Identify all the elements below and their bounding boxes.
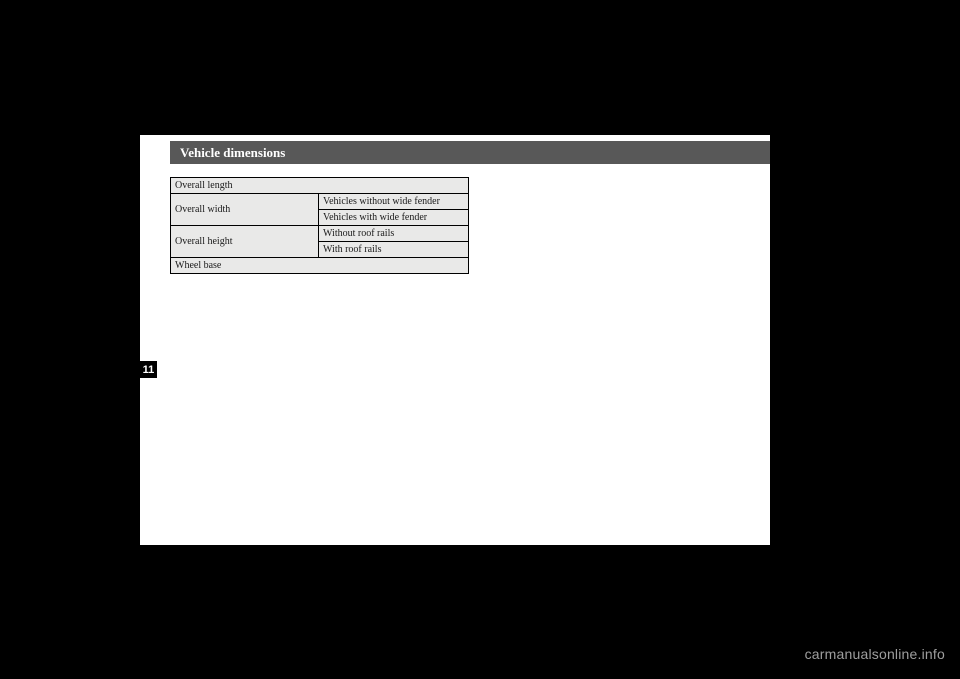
spec-label: Overall width <box>171 194 319 226</box>
watermark-text: carmanualsonline.info <box>805 646 945 662</box>
section-title-bar: Vehicle dimensions <box>170 141 770 164</box>
spec-label: Overall height <box>171 226 319 258</box>
table-row: Overall width Vehicles without wide fend… <box>171 194 469 210</box>
chapter-number: 11 <box>143 364 155 376</box>
spec-sublabel: Vehicles without wide fender <box>319 194 469 210</box>
spec-sublabel: With roof rails <box>319 242 469 258</box>
table-row: Overall length <box>171 178 469 194</box>
spec-sublabel: Without roof rails <box>319 226 469 242</box>
table-row: Wheel base <box>171 258 469 274</box>
spec-sublabel: Vehicles with wide fender <box>319 210 469 226</box>
spec-label: Wheel base <box>171 258 469 274</box>
table-row: Overall height Without roof rails <box>171 226 469 242</box>
chapter-tab: 11 <box>140 361 157 378</box>
spec-label: Overall length <box>171 178 469 194</box>
vehicle-dimensions-table: Overall length Overall width Vehicles wi… <box>170 177 469 274</box>
section-title: Vehicle dimensions <box>180 145 285 161</box>
